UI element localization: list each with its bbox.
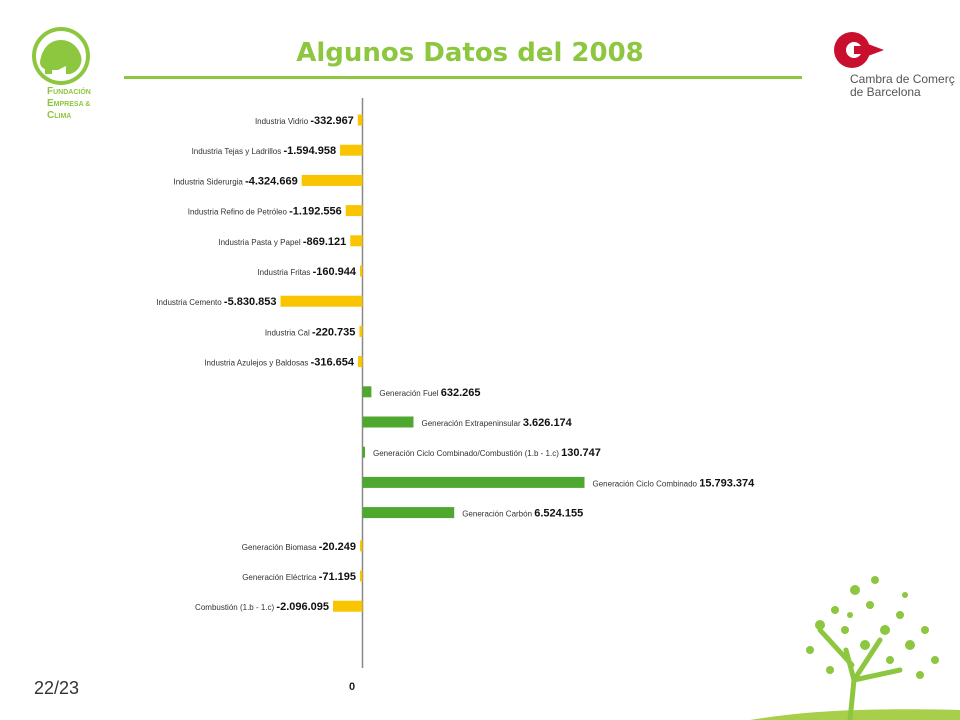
fundacion-name: FUNDACIÓN EMPRESA & CLIMA <box>47 86 91 121</box>
category-label-14: Generación Biomasa <box>242 543 319 552</box>
value-label-6: -5.830.853 <box>224 296 277 308</box>
tree-illustration <box>750 576 960 720</box>
bar-label-7: Industria Cal -220.735 <box>265 326 356 338</box>
bar-5 <box>360 265 363 277</box>
value-label-2: -4.324.669 <box>245 175 298 187</box>
category-label-15: Generación Eléctrica <box>242 573 318 582</box>
bar-15 <box>360 570 363 582</box>
bar-label-14: Generación Biomasa -20.249 <box>242 541 356 553</box>
value-label-11: 130.747 <box>561 447 601 459</box>
value-label-16: -2.096.095 <box>276 601 329 613</box>
bar-label-2: Industria Siderurgia -4.324.669 <box>174 175 298 187</box>
bar-7 <box>359 325 363 337</box>
bar-label-5: Industria Fritas -160.944 <box>257 266 356 278</box>
value-label-0: -332.967 <box>310 115 353 127</box>
page-number: 22/23 <box>34 678 80 698</box>
bar-1 <box>340 144 363 156</box>
bar-label-8: Industria Azulejos y Baldosas -316.654 <box>204 357 355 369</box>
value-label-10: 3.626.174 <box>523 417 573 429</box>
category-label-8: Industria Azulejos y Baldosas <box>204 359 310 368</box>
category-label-0: Industria Vidrio <box>255 117 310 126</box>
category-label-2: Industria Siderurgia <box>174 177 246 186</box>
bar-6 <box>280 295 363 307</box>
value-label-5: -160.944 <box>313 266 357 278</box>
cambra-name: Cambra de Comerç de Barcelona <box>850 72 955 99</box>
category-label-4: Industria Pasta y Papel <box>218 238 303 247</box>
page-title: Algunos Datos del 2008 <box>296 38 644 68</box>
bar-label-10: Generación Extrapeninsular 3.626.174 <box>421 417 572 429</box>
value-label-4: -869.121 <box>303 236 346 248</box>
bar-label-0: Industria Vidrio -332.967 <box>255 115 354 127</box>
bar-16 <box>333 600 363 612</box>
bar-label-4: Industria Pasta y Papel -869.121 <box>218 236 346 248</box>
category-label-3: Industria Refino de Petróleo <box>188 208 289 217</box>
category-label-1: Industria Tejas y Ladrillos <box>192 147 284 156</box>
bar-10 <box>362 416 414 428</box>
fundacion-empresa-clima-logo <box>32 27 90 85</box>
cambra-comerc-logo <box>834 32 884 68</box>
category-label-9: Generación Fuel <box>379 389 440 398</box>
category-label-16: Combustión (1.b - 1.c) <box>195 603 276 612</box>
value-label-12: 15.793.374 <box>699 477 755 489</box>
title-divider <box>124 76 802 79</box>
bar-label-12: Generación Ciclo Combinado 15.793.374 <box>593 477 756 489</box>
bar-label-1: Industria Tejas y Ladrillos -1.594.958 <box>192 145 337 157</box>
bar-3 <box>345 205 363 217</box>
bar-11 <box>362 446 365 458</box>
value-label-14: -20.249 <box>319 541 356 553</box>
bar-label-11: Generación Ciclo Combinado/Combustión (1… <box>373 447 601 459</box>
category-label-11: Generación Ciclo Combinado/Combustión (1… <box>373 449 561 458</box>
bar-13 <box>362 507 455 519</box>
category-label-10: Generación Extrapeninsular <box>421 419 522 428</box>
bar-0 <box>357 114 363 126</box>
bar-2 <box>301 174 363 186</box>
value-label-13: 6.524.155 <box>534 508 583 520</box>
bar-label-3: Industria Refino de Petróleo -1.192.556 <box>188 206 342 218</box>
bar-label-13: Generación Carbón 6.524.155 <box>462 508 583 520</box>
category-label-13: Generación Carbón <box>462 510 534 519</box>
bar-8 <box>358 356 363 368</box>
zero-tick-label: 0 <box>349 681 355 693</box>
bar-14 <box>360 540 363 552</box>
category-label-6: Industria Cemento <box>156 298 224 307</box>
value-label-8: -316.654 <box>311 357 355 369</box>
value-label-1: -1.594.958 <box>283 145 336 157</box>
bar-12 <box>362 476 585 488</box>
bar-label-15: Generación Eléctrica -71.195 <box>242 571 356 583</box>
category-label-12: Generación Ciclo Combinado <box>593 479 700 488</box>
category-label-5: Industria Fritas <box>257 268 312 277</box>
bar-4 <box>350 235 363 247</box>
value-label-7: -220.735 <box>312 326 355 338</box>
bar-9 <box>362 386 372 398</box>
value-label-3: -1.192.556 <box>289 206 342 218</box>
bar-label-9: Generación Fuel 632.265 <box>379 387 480 399</box>
bar-label-6: Industria Cemento -5.830.853 <box>156 296 276 308</box>
value-label-15: -71.195 <box>319 571 356 583</box>
bar-label-16: Combustión (1.b - 1.c) -2.096.095 <box>195 601 329 613</box>
category-label-7: Industria Cal <box>265 328 312 337</box>
value-label-9: 632.265 <box>441 387 481 399</box>
